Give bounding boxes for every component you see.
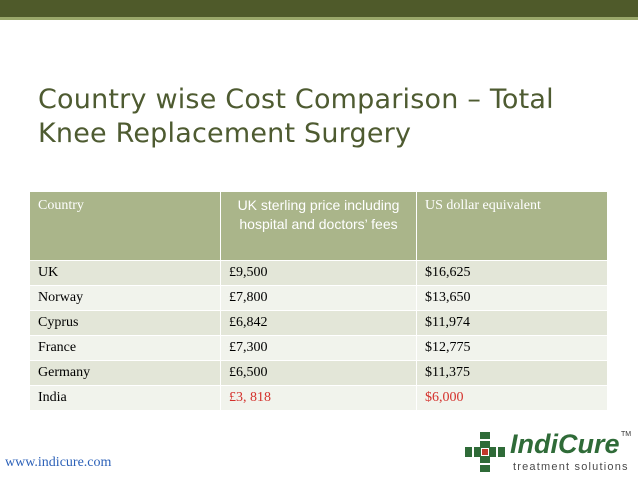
table-row: UK £9,500 $16,625: [30, 260, 608, 286]
slide-title-line-2: Knee Replacement Surgery: [38, 118, 412, 149]
cell-usd: $11,974: [416, 310, 608, 336]
table-row: Germany £6,500 $11,375: [30, 360, 608, 386]
cell-country: Norway: [30, 285, 221, 311]
indicure-logo: IndiCure TM treatment solutions: [463, 428, 635, 476]
cell-gbp: £6,500: [220, 360, 417, 386]
cell-usd: $12,775: [416, 335, 608, 361]
slide-title: Country wise Cost Comparison – Total Kne…: [38, 83, 618, 151]
slide-title-line-1: Country wise Cost Comparison – Total: [38, 84, 554, 115]
top-bar-accent: [0, 17, 638, 20]
logo-trademark: TM: [621, 431, 632, 438]
cell-country: Germany: [30, 360, 221, 386]
medical-cross-icon: [465, 432, 505, 472]
website-link[interactable]: www.indicure.com: [5, 455, 112, 470]
logo-name: IndiCure: [510, 429, 620, 459]
cell-gbp: £7,800: [220, 285, 417, 311]
cell-country: France: [30, 335, 221, 361]
header-uk-sterling-price: UK sterling price including hospital and…: [220, 192, 417, 261]
cell-gbp: £6,842: [220, 310, 417, 336]
cell-usd-highlight: $6,000: [416, 385, 608, 411]
cell-gbp: £7,300: [220, 335, 417, 361]
top-bar: [0, 0, 638, 17]
cell-country: Cyprus: [30, 310, 221, 336]
header-us-dollar: US dollar equivalent: [416, 192, 608, 261]
table-header-row: Country UK sterling price including hosp…: [30, 192, 608, 261]
table-row: Norway £7,800 $13,650: [30, 285, 608, 311]
cost-comparison-table: Country UK sterling price including hosp…: [30, 192, 608, 411]
cell-country: India: [30, 385, 221, 411]
table-row: France £7,300 $12,775: [30, 335, 608, 361]
logo-tagline: treatment solutions: [513, 461, 629, 473]
header-country: Country: [30, 192, 221, 261]
cell-usd: $13,650: [416, 285, 608, 311]
table-row: India £3, 818 $6,000: [30, 385, 608, 411]
cell-usd: $16,625: [416, 260, 608, 286]
cell-gbp: £9,500: [220, 260, 417, 286]
cell-gbp-highlight: £3, 818: [220, 385, 417, 411]
table-row: Cyprus £6,842 $11,974: [30, 310, 608, 336]
cell-country: UK: [30, 260, 221, 286]
cell-usd: $11,375: [416, 360, 608, 386]
